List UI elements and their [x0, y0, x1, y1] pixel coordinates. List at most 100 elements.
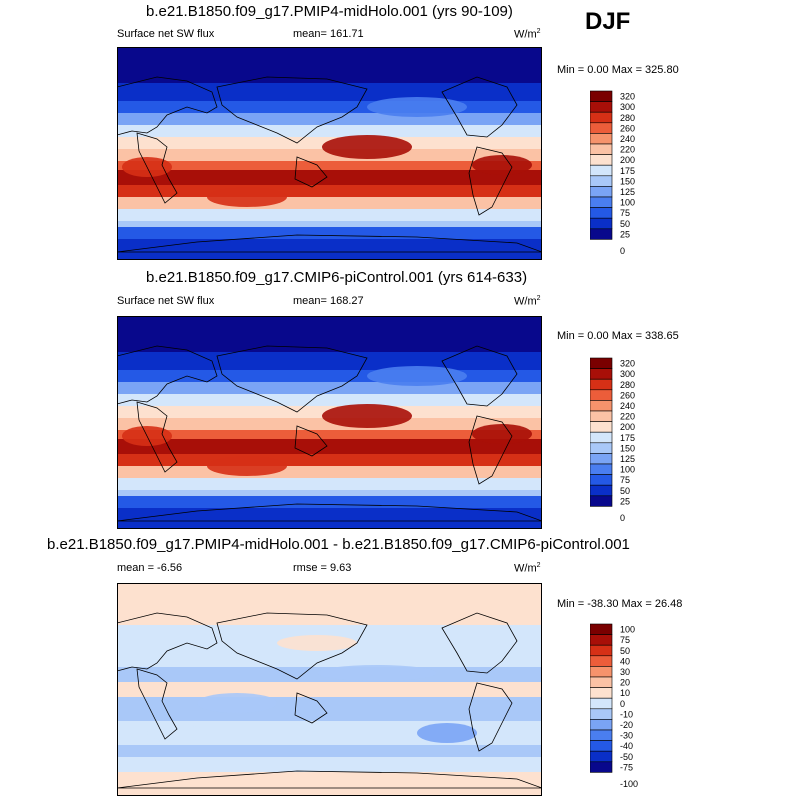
coastline: [441, 345, 518, 407]
field-band: [117, 361, 542, 365]
field-band: [117, 59, 542, 63]
colorbar-box: [590, 228, 613, 240]
field-band: [117, 334, 542, 338]
field-band: [117, 391, 542, 395]
colorbar-box: [590, 378, 613, 391]
colorbar-box: [590, 154, 613, 166]
field-band: [117, 664, 542, 668]
field-band: [117, 514, 542, 518]
field-band: [117, 460, 542, 464]
field-band: [117, 493, 542, 497]
field-band: [117, 221, 542, 225]
field-band: [117, 65, 542, 69]
colorbar-tick-label: 100: [620, 198, 635, 208]
colorbar-box: [590, 719, 613, 731]
field-band: [117, 257, 542, 260]
field-band: [117, 730, 542, 734]
field-band: [117, 251, 542, 255]
field-band: [117, 703, 542, 707]
field-band: [117, 248, 542, 252]
field-band: [117, 68, 542, 72]
field-band: [117, 436, 542, 440]
coastline: [117, 234, 542, 253]
colorbar-box: [590, 357, 613, 369]
field-band: [117, 628, 542, 632]
field-band: [117, 376, 542, 380]
colorbar-tick-label: 75: [620, 635, 630, 645]
colorbar-box: [590, 740, 613, 752]
coastline: [117, 345, 218, 405]
colorbar-tick-label: 20: [620, 678, 630, 688]
field-band: [117, 718, 542, 722]
field-band: [117, 319, 542, 323]
field-band: [117, 586, 542, 590]
field-band: [117, 89, 542, 93]
colorbar-tick-label: 220: [620, 412, 635, 422]
colorbar-tick-label: 0: [620, 513, 625, 523]
field-band: [117, 715, 542, 719]
field-band: [117, 463, 542, 467]
colorbar-box: [590, 389, 613, 401]
field-band: [117, 757, 542, 761]
field-band: [117, 658, 542, 662]
field-band: [117, 325, 542, 329]
field-band: [117, 706, 542, 710]
colorbar-tick-label: 50: [620, 219, 630, 229]
field-band: [117, 373, 542, 377]
field-band: [117, 95, 542, 99]
field-band: [117, 346, 542, 350]
field-band: [117, 766, 542, 770]
coastline: [294, 692, 328, 724]
panel-2-minmax: Min = 0.00 Max = 338.65: [557, 330, 679, 342]
field-band: [117, 212, 542, 216]
field-band: [117, 119, 542, 123]
colorbar-tick-label: 280: [620, 380, 635, 390]
field-band: [117, 490, 542, 494]
colorbar-tick-label: -75: [620, 762, 633, 772]
field-band: [117, 517, 542, 521]
field-band: [117, 595, 542, 599]
colorbar-box: [590, 400, 613, 412]
colorbar-tick-label: 10: [620, 688, 630, 698]
field-band: [117, 451, 542, 455]
field-band: [117, 592, 542, 596]
field-band: [117, 697, 542, 701]
colorbar-tick-label: 175: [620, 166, 635, 176]
field-band: [117, 230, 542, 234]
field-band: [117, 769, 542, 773]
colorbar-tick-label: 260: [620, 390, 635, 400]
field-band: [117, 47, 542, 51]
field-blob: [277, 635, 357, 651]
panel-3-units: W/m2: [514, 562, 541, 575]
field-band: [117, 98, 542, 102]
colorbar-tick-label: 125: [620, 187, 635, 197]
field-band: [117, 616, 542, 620]
coastline: [216, 76, 368, 144]
field-band: [117, 760, 542, 764]
panel-2-units: W/m2: [514, 295, 541, 308]
field-band: [117, 751, 542, 755]
colorbar-tick-label: 30: [620, 667, 630, 677]
colorbar-tick-label: 320: [620, 359, 635, 369]
field-band: [117, 340, 542, 344]
colorbar-tick-label: 200: [620, 155, 635, 165]
field-band: [117, 397, 542, 401]
field-band: [117, 53, 542, 57]
field-band: [117, 421, 542, 425]
field-band: [117, 328, 542, 332]
coastline: [294, 156, 328, 188]
field-band: [117, 613, 542, 617]
field-band: [117, 62, 542, 66]
field-band: [117, 523, 542, 527]
field-band: [117, 433, 542, 437]
field-band: [117, 379, 542, 383]
colorbar-box: [590, 634, 613, 646]
field-band: [117, 128, 542, 132]
field-band: [117, 370, 542, 374]
field-band: [117, 442, 542, 446]
field-band: [117, 107, 542, 111]
panel-2-title: b.e21.B1850.f09_g17.CMIP6-piControl.001 …: [146, 269, 528, 286]
colorbar-box: [590, 164, 613, 177]
map-frame: [117, 47, 542, 260]
